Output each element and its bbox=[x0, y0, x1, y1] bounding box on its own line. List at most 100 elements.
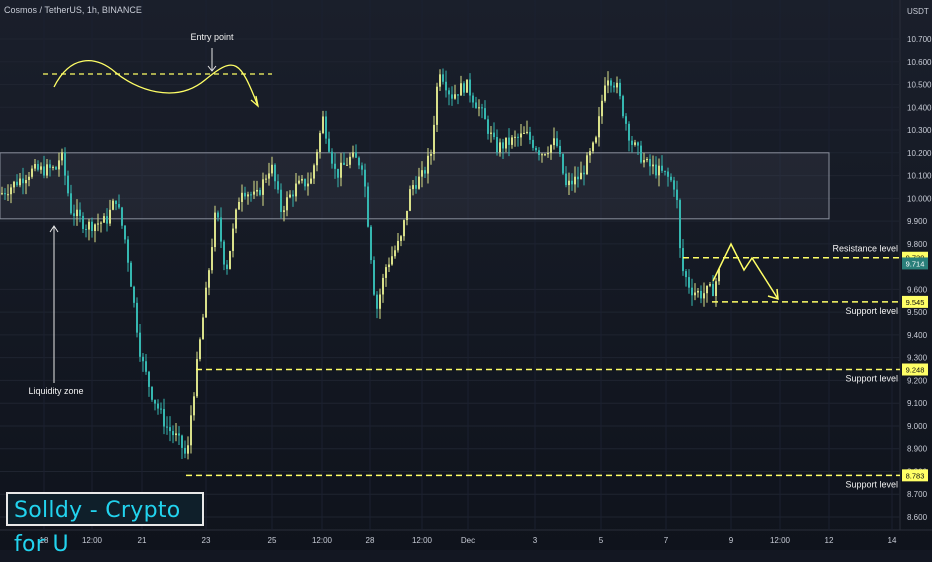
x-tick-label: 23 bbox=[202, 536, 211, 545]
candle-body bbox=[457, 94, 459, 96]
candle-body bbox=[97, 223, 99, 225]
candle-body bbox=[508, 137, 510, 145]
x-tick-label: 7 bbox=[664, 536, 669, 545]
candle-body bbox=[418, 176, 420, 189]
candle-body bbox=[571, 180, 573, 185]
candle-body bbox=[331, 151, 333, 164]
candle-body bbox=[241, 192, 243, 202]
candle-body bbox=[628, 123, 630, 141]
price-tag-text: 8.783 bbox=[906, 471, 925, 480]
candle-body bbox=[547, 153, 549, 155]
candle-body bbox=[301, 178, 303, 181]
candle-body bbox=[619, 82, 621, 97]
y-tick-label: 8.600 bbox=[907, 513, 928, 522]
candle-body bbox=[253, 191, 255, 195]
candle-body bbox=[538, 150, 540, 155]
candle-body bbox=[640, 145, 642, 163]
candle-body bbox=[709, 284, 711, 286]
chart-grid bbox=[0, 0, 932, 531]
candle-body bbox=[91, 221, 93, 232]
candle-body bbox=[235, 209, 237, 229]
candle-body bbox=[265, 178, 267, 180]
candle-body bbox=[466, 79, 468, 93]
candle-body bbox=[592, 142, 594, 152]
candle-body bbox=[310, 178, 312, 184]
level-label: Support level bbox=[845, 306, 898, 316]
candle-body bbox=[601, 100, 603, 117]
candle-body bbox=[46, 164, 48, 176]
candle-body bbox=[616, 82, 618, 88]
candle-body bbox=[304, 178, 306, 187]
y-tick-label: 10.300 bbox=[907, 126, 932, 135]
candle-body bbox=[31, 168, 33, 177]
y-tick-label: 9.200 bbox=[907, 376, 928, 385]
candle-body bbox=[451, 94, 453, 99]
candle-body bbox=[481, 107, 483, 109]
candle-body bbox=[190, 415, 192, 446]
entry-pointer-head bbox=[207, 65, 217, 72]
y-tick-label: 10.000 bbox=[907, 194, 932, 203]
candle-body bbox=[247, 194, 249, 197]
candle-body bbox=[283, 210, 285, 212]
candle-body bbox=[691, 287, 693, 296]
candle-body bbox=[64, 152, 66, 176]
candle-body bbox=[688, 277, 690, 288]
candle-body bbox=[214, 212, 216, 248]
candle-body bbox=[244, 192, 246, 197]
candle-body bbox=[82, 215, 84, 229]
candle-body bbox=[196, 359, 198, 397]
candle-body bbox=[379, 294, 381, 309]
y-tick-label: 10.600 bbox=[907, 58, 932, 67]
price-tag-bg bbox=[902, 469, 928, 482]
candle-body bbox=[607, 80, 609, 86]
candle-body bbox=[100, 222, 102, 224]
candle-body bbox=[271, 164, 273, 174]
y-tick-label: 9.400 bbox=[907, 331, 928, 340]
candle-body bbox=[658, 165, 660, 176]
candle-body bbox=[136, 302, 138, 333]
candle-body bbox=[367, 186, 369, 227]
candle-body bbox=[124, 225, 126, 240]
candle-body bbox=[361, 165, 363, 170]
candle-body bbox=[706, 285, 708, 294]
x-tick-label: 12:00 bbox=[770, 536, 791, 545]
y-axis[interactable]: 10.700 10.600 10.500 10.400 10.300 10.200 10.1… bbox=[907, 35, 932, 522]
candle-body bbox=[199, 339, 201, 360]
x-tick-label: 12 bbox=[825, 536, 834, 545]
candle-body bbox=[613, 85, 615, 88]
candle-body bbox=[550, 145, 552, 154]
candle-body bbox=[163, 409, 165, 427]
candle-body bbox=[433, 124, 435, 154]
candle-body bbox=[127, 239, 129, 263]
price-chart[interactable]: Resistance level Support level Support lev… bbox=[0, 0, 932, 550]
candle-body bbox=[535, 147, 537, 151]
candle-body bbox=[697, 290, 699, 293]
candle-body bbox=[532, 139, 534, 148]
candle-body bbox=[490, 132, 492, 134]
annotations: Entry point Liquidity zone bbox=[28, 32, 779, 396]
candle-body bbox=[49, 164, 51, 168]
candle-body bbox=[445, 81, 447, 91]
candle-body bbox=[700, 290, 702, 299]
x-tick-label: 9 bbox=[729, 536, 734, 545]
candle-body bbox=[583, 172, 585, 175]
candle-body bbox=[574, 176, 576, 185]
candle-body bbox=[151, 386, 153, 400]
level-label: Support level bbox=[845, 374, 898, 384]
candle-body bbox=[664, 170, 666, 172]
candle-body bbox=[460, 83, 462, 96]
chart-title: Cosmos / TetherUS, 1h, BINANCE bbox=[4, 5, 142, 15]
candle-body bbox=[484, 108, 486, 120]
level-label: Resistance level bbox=[832, 244, 898, 254]
candle-body bbox=[646, 159, 648, 161]
candle-body bbox=[520, 133, 522, 138]
candle-body bbox=[604, 85, 606, 101]
candle-body bbox=[502, 142, 504, 149]
candle-body bbox=[112, 200, 114, 210]
candle-body bbox=[133, 286, 135, 303]
candle-body bbox=[103, 216, 105, 223]
candle-body bbox=[223, 241, 225, 265]
candle-body bbox=[670, 176, 672, 181]
x-axis[interactable]: 18 12:00 21 23 25 12:00 28 12:00 Dec 3 5 7 9 12:00 12 1… bbox=[40, 536, 897, 545]
